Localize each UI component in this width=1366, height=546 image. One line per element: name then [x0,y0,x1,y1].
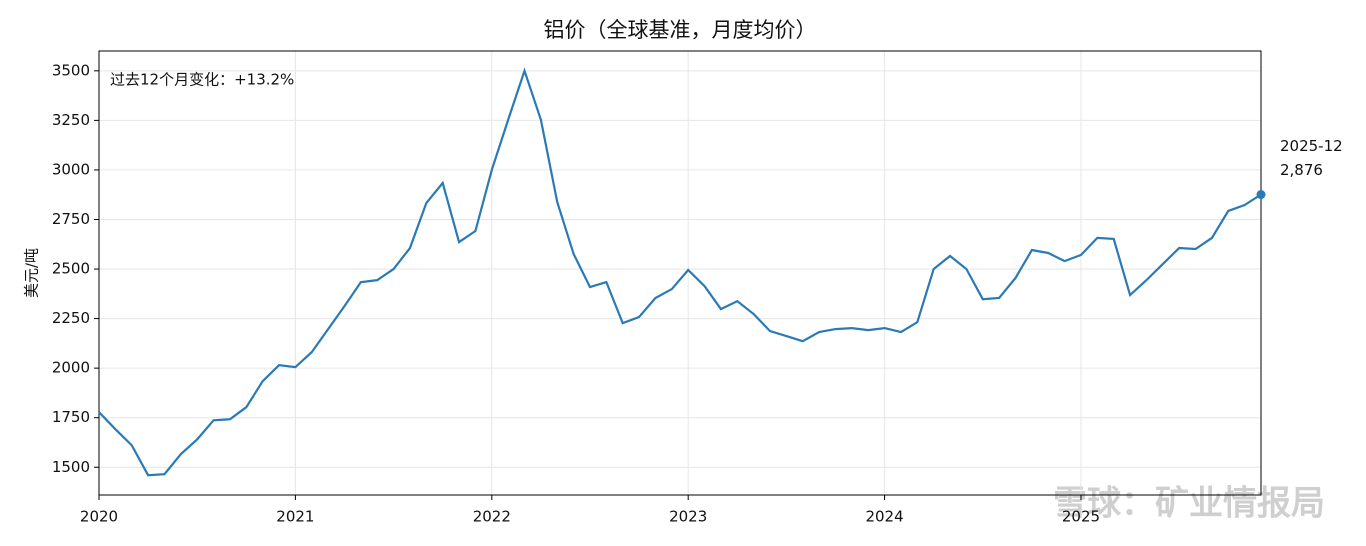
y-tick-label: 2000 [52,359,90,377]
x-tick-label: 2023 [669,508,707,526]
y-tick-label: 3000 [52,160,90,178]
y-axis-label: 美元/吨 [23,248,41,298]
y-tick-label: 2750 [52,210,90,228]
y-tick-label: 2250 [52,309,90,327]
end-date-label: 2025-12 [1280,137,1343,155]
y-tick-label: 1750 [52,408,90,426]
x-tick-label: 2020 [80,508,118,526]
price-line [98,67,1262,477]
x-tick-label: 2025 [1062,508,1100,526]
x-tick-label: 2021 [276,508,314,526]
annotation: 过去12个月变化：+13.2% [110,71,294,89]
last-point [1256,190,1266,200]
plot-frame [98,50,1262,496]
watermark: 雪球：矿业情报局 [1053,484,1325,524]
end-value-label: 2,876 [1280,161,1323,179]
x-tick-label: 2022 [473,508,511,526]
chart-title: 铝价（全球基准，月度均价） [544,18,817,42]
y-tick-label: 1500 [52,458,90,476]
x-tick-label: 2024 [865,508,903,526]
y-tick-label: 3500 [52,61,90,79]
y-tick-label: 3250 [52,111,90,129]
y-tick-label: 2500 [52,260,90,278]
